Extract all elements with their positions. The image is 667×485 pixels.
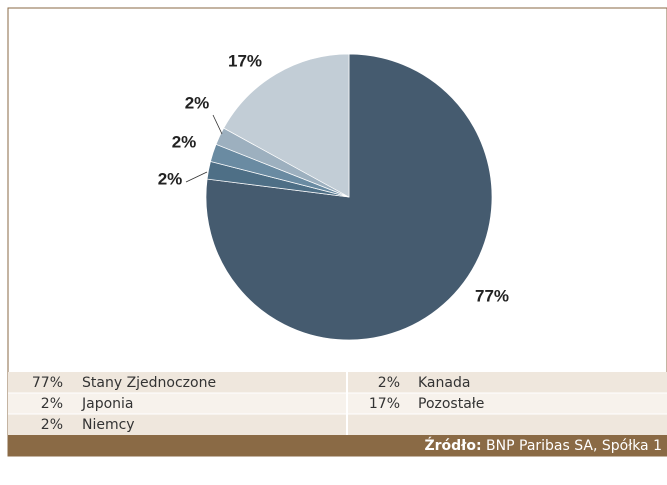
legend-value: 2%	[41, 417, 63, 433]
legend-label: Pozostałe	[418, 396, 484, 412]
leader-line	[185, 171, 208, 183]
table-row	[8, 372, 667, 393]
slice-label: 17%	[228, 51, 262, 70]
table-row	[8, 414, 667, 435]
pie-slice	[205, 53, 493, 341]
legend-label: Kanada	[418, 375, 470, 391]
legend-label: Niemcy	[82, 417, 135, 433]
source-text: BNP Paribas SA, Spółka 1	[486, 438, 662, 454]
legend-value: 2%	[378, 375, 400, 391]
pie-slice	[223, 53, 350, 198]
slice-label: 77%	[475, 286, 509, 305]
slice-label: 2%	[172, 132, 197, 151]
slice-label: 2%	[158, 169, 183, 188]
legend-value: 2%	[41, 396, 63, 412]
legend-value: 17%	[369, 396, 400, 412]
legend-label: Stany Zjednoczone	[82, 375, 216, 391]
source: Źródło: BNP Paribas SA, Spółka 1	[424, 436, 662, 454]
slice-label: 2%	[185, 93, 210, 112]
legend-label: Japonia	[81, 396, 134, 412]
table-row	[8, 393, 667, 414]
source-bar	[8, 435, 667, 456]
legend-value: 77%	[32, 375, 63, 391]
leader-line	[212, 114, 223, 135]
source-label: Źródło:	[424, 436, 481, 454]
